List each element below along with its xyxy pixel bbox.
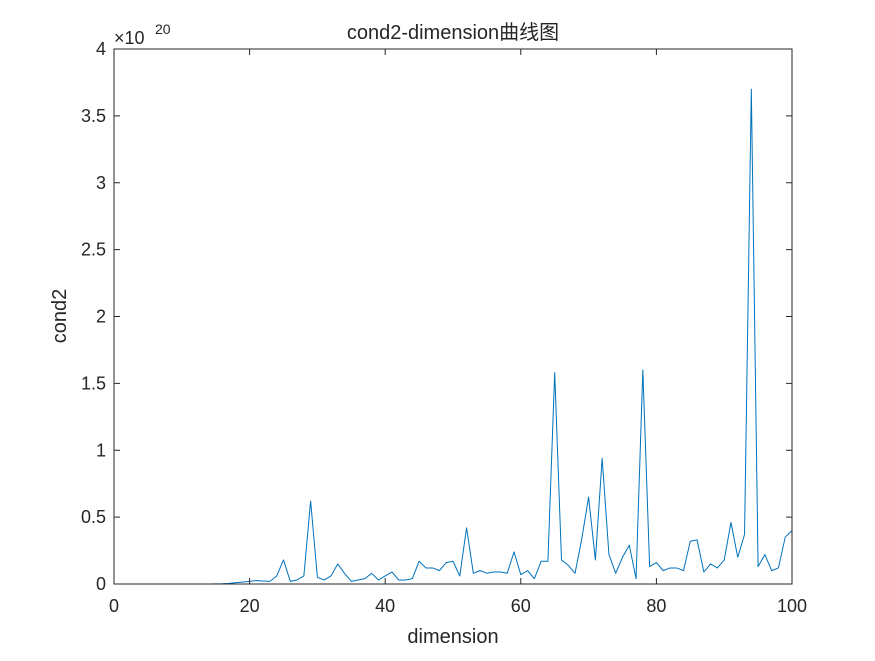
x-ticks: 0 20 40 60 80 100 [109,49,807,616]
x-axis-label: dimension [407,626,498,648]
y-tick-label: 1.5 [81,373,106,393]
x-tick-label: 60 [511,596,531,616]
y-tick-label: 0.5 [81,507,106,527]
y-exponent-power: 20 [155,21,171,37]
y-axis-label: cond2 [49,289,71,344]
x-tick-label: 80 [646,596,666,616]
y-tick-label: 3 [96,173,106,193]
y-exponent-base: ×10 [114,28,145,48]
y-tick-label: 1 [96,440,106,460]
y-tick-label: 2 [96,307,106,327]
x-tick-label: 40 [375,596,395,616]
x-tick-label: 20 [240,596,260,616]
y-tick-label: 0 [96,574,106,594]
y-tick-label: 4 [96,39,106,59]
x-tick-label: 100 [777,596,807,616]
y-tick-label: 3.5 [81,106,106,126]
plot-area [114,49,792,584]
chart-title: cond2-dimension曲线图 [347,21,559,44]
series-line-1 [120,88,793,585]
y-tick-label: 2.5 [81,240,106,260]
x-tick-label: 0 [109,596,119,616]
y-ticks: 0 0.5 1 1.5 2 2.5 3 3.5 4 [81,39,792,594]
